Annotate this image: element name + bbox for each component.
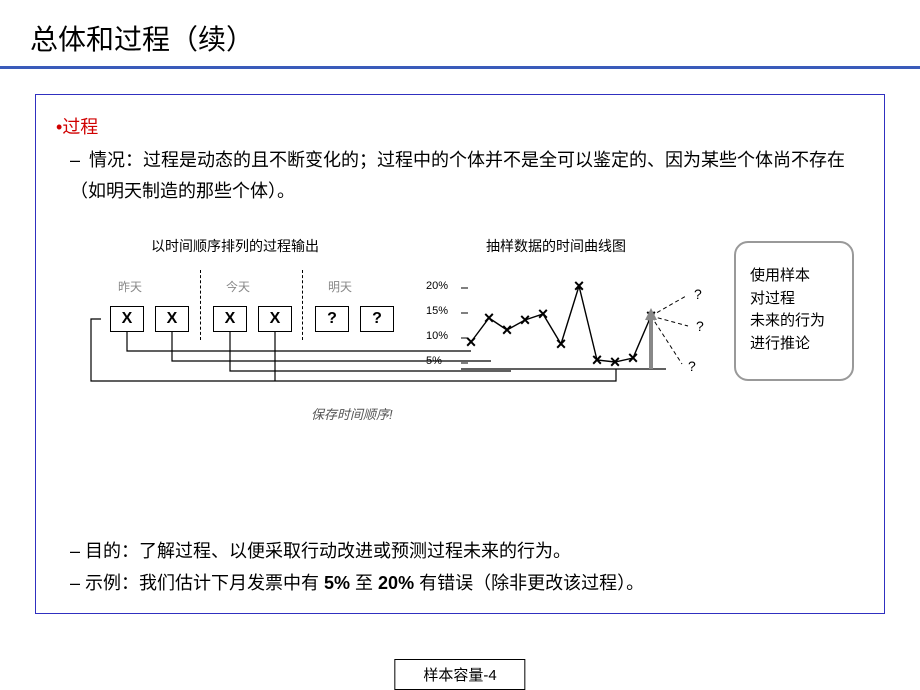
ytick: 15% [426,305,448,317]
ytick: 20% [426,280,448,292]
content-frame: •过程 – 情况：过程是动态的且不断变化的；过程中的个体并不是全可以鉴定的、因为… [35,94,885,614]
svg-text:×: × [610,352,621,372]
seq-box: X [213,306,247,332]
title-bar: 总体和过程（续） [0,0,920,69]
seq-box: ? [360,306,394,332]
future-q: ? [688,358,696,374]
sequence-label: 以时间顺序排列的过程输出 [151,236,319,256]
time-chart: 20% 15% 10% 5% ××××××××××× ? ? ? [426,266,716,396]
day-today: 今天 [226,278,250,295]
panel-l3: 未来的行为 [750,310,842,333]
svg-text:×: × [466,332,477,352]
seq-box: X [155,306,189,332]
heading-text: 过程 [62,117,98,137]
day-tomorrow: 明天 [328,278,352,295]
svg-text:×: × [484,308,495,328]
svg-text:×: × [628,348,639,368]
ytick: 10% [426,330,448,342]
svg-text:×: × [556,334,567,354]
purpose-text: 了解过程、以便采取行动改进或预测过程未来的行为。 [139,541,571,561]
curve-label: 抽样数据的时间曲线图 [486,236,626,256]
panel-l1: 使用样本 [750,265,842,288]
inference-panel: 使用样本 对过程 未来的行为 进行推论 [734,241,854,381]
svg-text:×: × [574,276,585,296]
separator-2 [302,270,303,340]
svg-text:×: × [502,320,513,340]
future-q: ? [696,318,704,334]
example-line: – 示例：我们估计下月发票中有 5% 至 20% 有错误（除非更改该过程）。 [70,569,864,595]
panel-l2: 对过程 [750,288,842,311]
purpose-prefix: 目的： [85,541,139,561]
situation-prefix: 情况： [89,150,143,170]
seq-box: X [110,306,144,332]
future-q: ? [694,286,702,302]
separator-1 [200,270,201,340]
svg-text:×: × [592,350,603,370]
situation-text: 过程是动态的且不断变化的；过程中的个体并不是全可以鉴定的、因为某些个体尚不存在（… [70,150,845,201]
example-prefix: 示例： [85,573,139,593]
time-order-caption: 保存时间顺序! [311,404,393,423]
ytick: 5% [426,355,442,367]
diagram-zone: 以时间顺序排列的过程输出 抽样数据的时间曲线图 昨天 今天 明天 X X X X… [56,236,864,446]
section-heading: •过程 [56,113,864,139]
bottom-lines: – 目的：了解过程、以便采取行动改进或预测过程未来的行为。 – 示例：我们估计下… [56,531,864,595]
svg-text:×: × [538,304,549,324]
seq-box: X [258,306,292,332]
seq-box: ? [315,306,349,332]
panel-l4: 进行推论 [750,333,842,356]
situation-line: – 情况：过程是动态的且不断变化的；过程中的个体并不是全可以鉴定的、因为某些个体… [70,145,864,206]
purpose-line: – 目的：了解过程、以便采取行动改进或预测过程未来的行为。 [70,537,864,563]
day-yesterday: 昨天 [118,278,142,295]
footer-label: 样本容量-4 [394,659,525,690]
chart-svg: ××××××××××× [426,266,716,396]
svg-text:×: × [520,310,531,330]
page-title: 总体和过程（续） [30,18,890,58]
